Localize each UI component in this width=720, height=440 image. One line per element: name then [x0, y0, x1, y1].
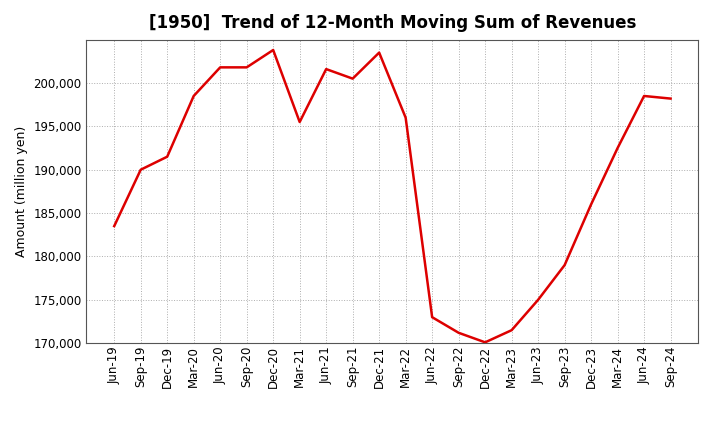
Y-axis label: Amount (million yen): Amount (million yen): [14, 126, 28, 257]
Title: [1950]  Trend of 12-Month Moving Sum of Revenues: [1950] Trend of 12-Month Moving Sum of R…: [149, 15, 636, 33]
